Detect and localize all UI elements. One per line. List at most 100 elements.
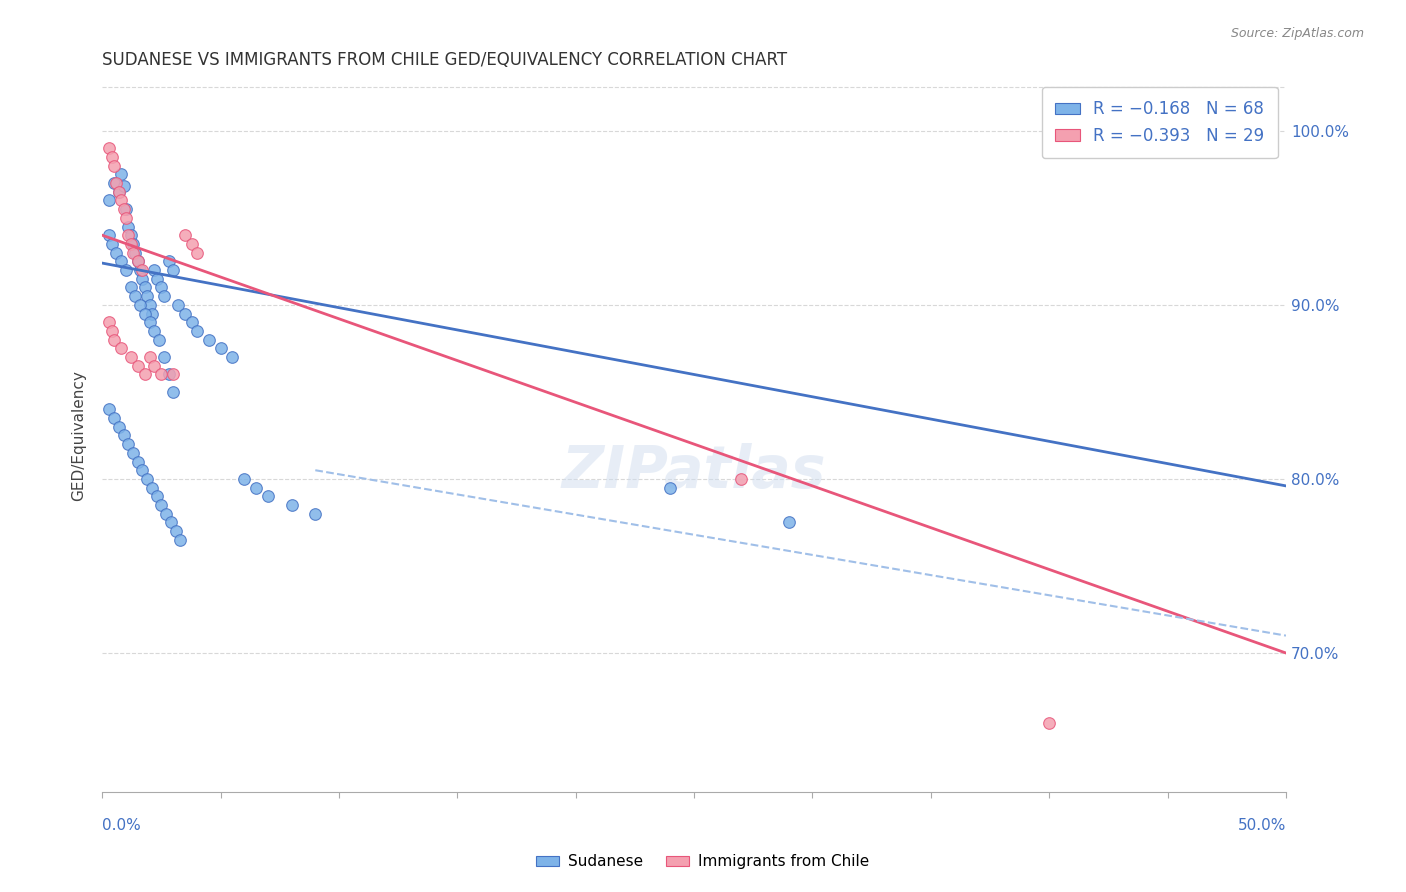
Point bbox=[134, 368, 156, 382]
Point bbox=[221, 350, 243, 364]
Point bbox=[138, 298, 160, 312]
Point bbox=[157, 368, 180, 382]
Point bbox=[124, 245, 146, 260]
Point bbox=[143, 324, 166, 338]
Point bbox=[186, 245, 208, 260]
Point bbox=[131, 272, 153, 286]
Point bbox=[115, 211, 138, 225]
Point bbox=[110, 254, 132, 268]
Point bbox=[103, 333, 125, 347]
Point bbox=[112, 179, 135, 194]
Point bbox=[110, 167, 132, 181]
Point bbox=[152, 350, 174, 364]
Point bbox=[100, 236, 122, 251]
Point bbox=[115, 202, 138, 216]
Point bbox=[115, 263, 138, 277]
Point bbox=[233, 472, 256, 486]
Point bbox=[129, 263, 152, 277]
Legend: R = −0.168   N = 68, R = −0.393   N = 29: R = −0.168 N = 68, R = −0.393 N = 29 bbox=[1042, 87, 1278, 158]
Point bbox=[112, 202, 135, 216]
Text: Source: ZipAtlas.com: Source: ZipAtlas.com bbox=[1230, 27, 1364, 40]
Point bbox=[167, 298, 190, 312]
Point bbox=[134, 307, 156, 321]
Point bbox=[162, 263, 184, 277]
Point bbox=[280, 498, 302, 512]
Point bbox=[122, 236, 145, 251]
Point bbox=[209, 342, 232, 356]
Point bbox=[112, 428, 135, 442]
Point bbox=[162, 384, 184, 399]
Point bbox=[160, 516, 183, 530]
Point bbox=[162, 368, 184, 382]
Point bbox=[120, 280, 142, 294]
Point bbox=[1038, 715, 1060, 730]
Point bbox=[181, 315, 204, 329]
Point bbox=[778, 516, 800, 530]
Point bbox=[103, 176, 125, 190]
Point bbox=[127, 254, 149, 268]
Point bbox=[659, 481, 682, 495]
Text: 50.0%: 50.0% bbox=[1237, 818, 1286, 833]
Point bbox=[100, 150, 122, 164]
Point bbox=[143, 263, 166, 277]
Point bbox=[134, 280, 156, 294]
Point bbox=[100, 324, 122, 338]
Point bbox=[120, 236, 142, 251]
Point bbox=[110, 194, 132, 208]
Text: SUDANESE VS IMMIGRANTS FROM CHILE GED/EQUIVALENCY CORRELATION CHART: SUDANESE VS IMMIGRANTS FROM CHILE GED/EQ… bbox=[103, 51, 787, 69]
Point bbox=[107, 185, 129, 199]
Point bbox=[105, 176, 128, 190]
Point bbox=[181, 236, 204, 251]
Point bbox=[150, 280, 173, 294]
Point bbox=[103, 411, 125, 425]
Point bbox=[107, 419, 129, 434]
Point bbox=[145, 489, 167, 503]
Point bbox=[138, 350, 160, 364]
Point bbox=[98, 228, 121, 243]
Point bbox=[127, 359, 149, 373]
Point bbox=[98, 315, 121, 329]
Point bbox=[124, 289, 146, 303]
Point bbox=[257, 489, 280, 503]
Point bbox=[122, 245, 145, 260]
Point bbox=[165, 524, 187, 538]
Point bbox=[129, 298, 152, 312]
Point bbox=[150, 368, 173, 382]
Point bbox=[141, 481, 163, 495]
Point bbox=[730, 472, 752, 486]
Point bbox=[245, 481, 267, 495]
Point bbox=[157, 254, 180, 268]
Point bbox=[138, 315, 160, 329]
Point bbox=[141, 307, 163, 321]
Point bbox=[120, 350, 142, 364]
Point bbox=[131, 463, 153, 477]
Point bbox=[304, 507, 326, 521]
Text: ZIPatlas: ZIPatlas bbox=[562, 442, 827, 500]
Point bbox=[117, 437, 139, 451]
Point bbox=[122, 446, 145, 460]
Point bbox=[145, 272, 167, 286]
Point bbox=[131, 263, 153, 277]
Point bbox=[136, 472, 159, 486]
Point bbox=[98, 402, 121, 417]
Point bbox=[98, 194, 121, 208]
Point bbox=[148, 333, 170, 347]
Point bbox=[136, 289, 159, 303]
Point bbox=[186, 324, 208, 338]
Point bbox=[169, 533, 191, 547]
Point bbox=[127, 454, 149, 468]
Point bbox=[117, 228, 139, 243]
Point bbox=[103, 159, 125, 173]
Point bbox=[143, 359, 166, 373]
Point bbox=[197, 333, 219, 347]
Point bbox=[117, 219, 139, 234]
Legend: Sudanese, Immigrants from Chile: Sudanese, Immigrants from Chile bbox=[530, 848, 876, 875]
Point bbox=[98, 141, 121, 155]
Point bbox=[152, 289, 174, 303]
Point bbox=[150, 498, 173, 512]
Point bbox=[105, 245, 128, 260]
Y-axis label: GED/Equivalency: GED/Equivalency bbox=[72, 370, 86, 500]
Point bbox=[127, 254, 149, 268]
Point bbox=[110, 342, 132, 356]
Text: 0.0%: 0.0% bbox=[103, 818, 141, 833]
